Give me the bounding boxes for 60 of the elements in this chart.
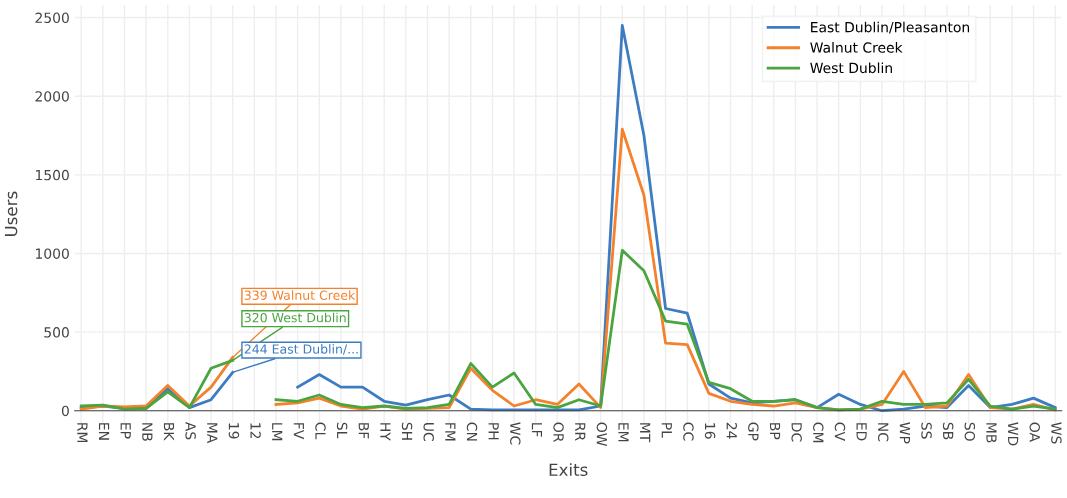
y-tick-label: 2000 bbox=[35, 91, 69, 102]
x-tick-label: EP bbox=[120, 423, 131, 439]
x-tick-label: GP bbox=[748, 422, 759, 441]
x-tick-label: WC bbox=[510, 422, 521, 445]
legend-label: East Dublin/Pleasanton bbox=[811, 21, 970, 34]
x-tick-label: SL bbox=[336, 422, 348, 439]
legend-label: Walnut Creek bbox=[810, 42, 903, 53]
x-tick-label: RM bbox=[77, 423, 88, 443]
x-tick-label: MB bbox=[986, 423, 997, 443]
x-tick-label: WD bbox=[1008, 422, 1019, 446]
x-tick-label: WP bbox=[899, 422, 910, 444]
y-tick-label: 1000 bbox=[36, 248, 69, 259]
x-tick-label: MA bbox=[207, 423, 218, 444]
x-tick-label: OW bbox=[596, 422, 608, 447]
x-tick-label: OR bbox=[553, 422, 564, 443]
annotation: 244 East Dublin/... bbox=[244, 344, 358, 355]
y-tick-label: 1500 bbox=[36, 169, 69, 181]
x-tick-label: EM bbox=[618, 423, 629, 442]
x-tick-label: MT bbox=[640, 423, 651, 443]
y-tick-label: 0 bbox=[61, 405, 69, 417]
x-tick-label: WS bbox=[1051, 422, 1062, 444]
x-tick-label: CN bbox=[466, 422, 478, 441]
x-tick-label: PH bbox=[488, 423, 499, 440]
y-tick-label: 2500 bbox=[35, 12, 69, 24]
x-tick-label: OA bbox=[1029, 422, 1040, 442]
x-axis-title: Exits bbox=[549, 463, 588, 477]
annotation: 339 Walnut Creek bbox=[244, 290, 356, 300]
legend-label: West Dublin bbox=[810, 62, 892, 74]
x-tick-label: DC bbox=[791, 423, 802, 442]
y-tick-label: 500 bbox=[44, 327, 69, 338]
x-tick-label: CV bbox=[834, 422, 846, 441]
x-tick-label: SO bbox=[964, 422, 976, 441]
x-tick-label: NB bbox=[142, 423, 153, 441]
x-tick-label: CM bbox=[813, 422, 824, 443]
x-tick-label: UC bbox=[423, 423, 434, 441]
x-tick-label: EN bbox=[98, 423, 110, 440]
x-tick-label: SH bbox=[401, 422, 413, 440]
x-tick-label: NC bbox=[877, 423, 889, 442]
x-tick-label: BF bbox=[358, 423, 369, 439]
x-tick-label: 19 bbox=[228, 423, 240, 439]
x-tick-label: CL bbox=[315, 422, 326, 440]
x-tick-label: FM bbox=[445, 423, 456, 441]
x-tick-label: SB bbox=[942, 422, 954, 440]
x-tick-label: HY bbox=[380, 423, 391, 441]
x-tick-label: 16 bbox=[704, 423, 716, 439]
x-tick-label: PL bbox=[661, 423, 672, 438]
y-axis-title: Users bbox=[4, 191, 18, 237]
x-tick-label: CC bbox=[683, 422, 694, 441]
x-tick-label: LF bbox=[531, 423, 542, 437]
x-tick-label: LM bbox=[272, 423, 283, 441]
x-tick-label: FV bbox=[293, 423, 304, 440]
x-tick-label: BP bbox=[769, 423, 781, 440]
x-tick-label: BK bbox=[163, 423, 175, 441]
annotation: 320 West Dublin bbox=[244, 312, 346, 323]
x-tick-label: SS bbox=[921, 422, 932, 439]
x-tick-label: 12 bbox=[250, 423, 261, 439]
x-tick-label: 24 bbox=[726, 422, 737, 439]
x-tick-label: AS bbox=[185, 421, 196, 440]
x-tick-label: RR bbox=[575, 423, 586, 441]
x-tick-label: ED bbox=[856, 423, 867, 441]
